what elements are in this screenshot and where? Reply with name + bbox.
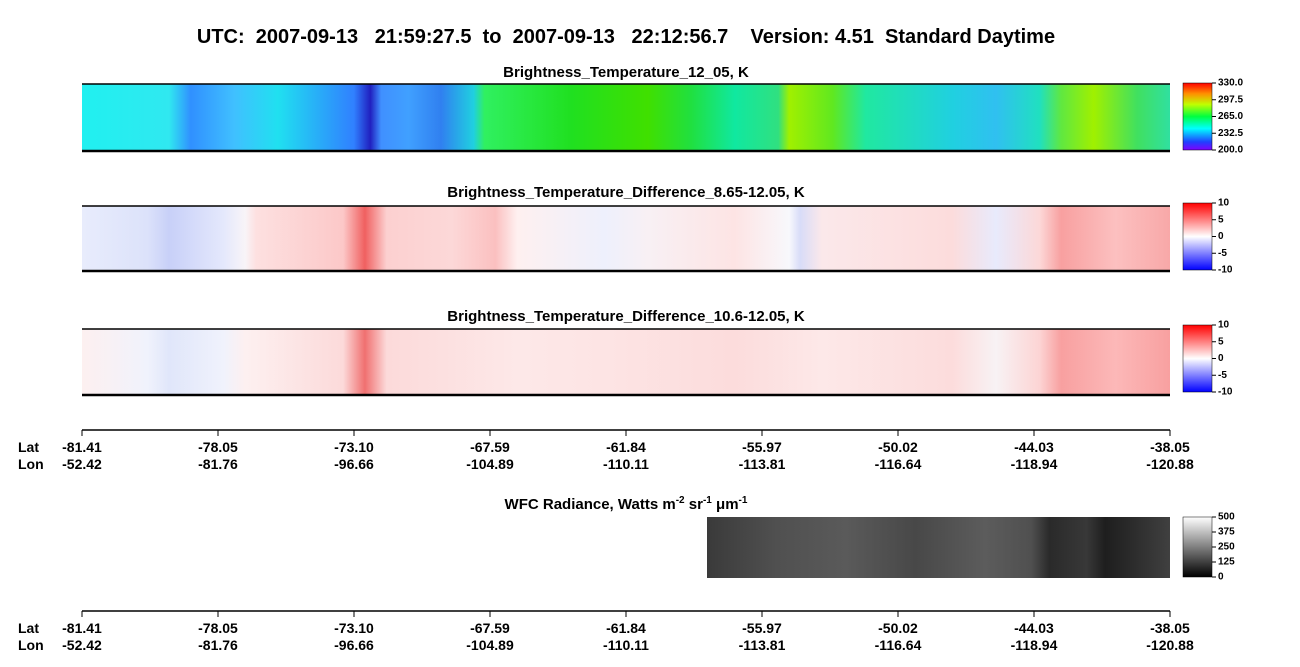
lon-label: Lon bbox=[18, 456, 44, 472]
colorbar-label: 0 bbox=[1218, 572, 1224, 583]
lat-value: -78.05 bbox=[198, 439, 238, 455]
image-strip bbox=[82, 206, 1170, 271]
superscript: -1 bbox=[703, 495, 712, 506]
colorbar-label: 250 bbox=[1218, 542, 1235, 553]
superscript: -1 bbox=[739, 495, 748, 506]
colorbar bbox=[1182, 202, 1213, 271]
colorbar-label: 232.5 bbox=[1218, 128, 1243, 139]
lat-value: -50.02 bbox=[878, 620, 918, 636]
lat-value: -38.05 bbox=[1150, 439, 1190, 455]
lon-value: -120.88 bbox=[1146, 637, 1194, 653]
colorbar-label: 10 bbox=[1218, 320, 1230, 331]
lon-value: -118.94 bbox=[1011, 637, 1058, 653]
colorbar-label: 200.0 bbox=[1218, 145, 1243, 156]
lon-value: -104.89 bbox=[466, 456, 514, 472]
colorbar-label: 297.5 bbox=[1218, 94, 1243, 105]
lat-value: -44.03 bbox=[1014, 620, 1054, 636]
superscript: -2 bbox=[676, 495, 685, 506]
colorbar bbox=[1182, 324, 1213, 393]
colorbar-label: -5 bbox=[1218, 248, 1227, 259]
lat-value: -38.05 bbox=[1150, 620, 1190, 636]
colorbar-label: 330.0 bbox=[1218, 78, 1243, 89]
lon-value: -116.64 bbox=[875, 456, 922, 472]
lon-value: -96.66 bbox=[334, 637, 374, 653]
lat-value: -67.59 bbox=[470, 620, 510, 636]
colorbar-label: -10 bbox=[1218, 387, 1233, 398]
panel-title: Brightness_Temperature_12_05, K bbox=[503, 64, 749, 81]
title-part: sr bbox=[685, 496, 704, 513]
lon-value: -120.88 bbox=[1146, 456, 1194, 472]
lon-value: -113.81 bbox=[739, 637, 786, 653]
lon-value: -116.64 bbox=[875, 637, 922, 653]
colorbar-label: 0 bbox=[1218, 231, 1224, 242]
lat-value: -67.59 bbox=[470, 439, 510, 455]
colorbar-label: 5 bbox=[1218, 214, 1224, 225]
lat-value: -81.41 bbox=[62, 620, 102, 636]
colorbar-label: -5 bbox=[1218, 370, 1227, 381]
lon-value: -118.94 bbox=[1011, 456, 1058, 472]
lat-value: -55.97 bbox=[742, 620, 782, 636]
title: UTC: 2007-09-13 21:59:27.5 to 2007-09-13… bbox=[197, 26, 1055, 48]
lat-value: -81.41 bbox=[62, 439, 102, 455]
colorbar-label: -10 bbox=[1218, 265, 1233, 276]
lon-value: -104.89 bbox=[466, 637, 514, 653]
colorbar-label: 500 bbox=[1218, 512, 1235, 523]
panel-title: WFC Radiance, Watts m-2 sr-1 μm-1 bbox=[505, 495, 748, 513]
panel-title: Brightness_Temperature_Difference_8.65-1… bbox=[447, 184, 805, 201]
colorbar-label: 5 bbox=[1218, 336, 1224, 347]
colorbar-label: 375 bbox=[1218, 527, 1235, 538]
lat-value: -61.84 bbox=[606, 439, 646, 455]
lat-value: -61.84 bbox=[606, 620, 646, 636]
lat-label: Lat bbox=[18, 439, 39, 455]
lon-label: Lon bbox=[18, 637, 44, 653]
colorbar-label: 0 bbox=[1218, 353, 1224, 364]
colorbar bbox=[1182, 82, 1213, 151]
colorbar-label: 265.0 bbox=[1218, 111, 1243, 122]
colorbar-label: 125 bbox=[1218, 557, 1235, 568]
lon-value: -110.11 bbox=[603, 456, 649, 472]
image-strip bbox=[82, 84, 1170, 151]
image-strip bbox=[82, 329, 1170, 395]
lon-value: -52.42 bbox=[62, 637, 102, 653]
lat-value: -73.10 bbox=[334, 620, 374, 636]
lon-value: -81.76 bbox=[198, 456, 238, 472]
title-part: μm bbox=[712, 496, 739, 513]
lat-value: -44.03 bbox=[1014, 439, 1054, 455]
lat-value: -55.97 bbox=[742, 439, 782, 455]
lon-value: -52.42 bbox=[62, 456, 102, 472]
lon-value: -110.11 bbox=[603, 637, 649, 653]
colorbar bbox=[1182, 516, 1213, 578]
lon-value: -96.66 bbox=[334, 456, 374, 472]
lat-value: -73.10 bbox=[334, 439, 374, 455]
title-part: WFC Radiance, Watts m bbox=[505, 496, 676, 513]
lat-label: Lat bbox=[18, 620, 39, 636]
lon-value: -113.81 bbox=[739, 456, 786, 472]
image-strip bbox=[707, 517, 1170, 578]
lat-value: -78.05 bbox=[198, 620, 238, 636]
colorbar-label: 10 bbox=[1218, 198, 1230, 209]
panel-title: Brightness_Temperature_Difference_10.6-1… bbox=[447, 308, 805, 325]
lat-value: -50.02 bbox=[878, 439, 918, 455]
lon-value: -81.76 bbox=[198, 637, 238, 653]
